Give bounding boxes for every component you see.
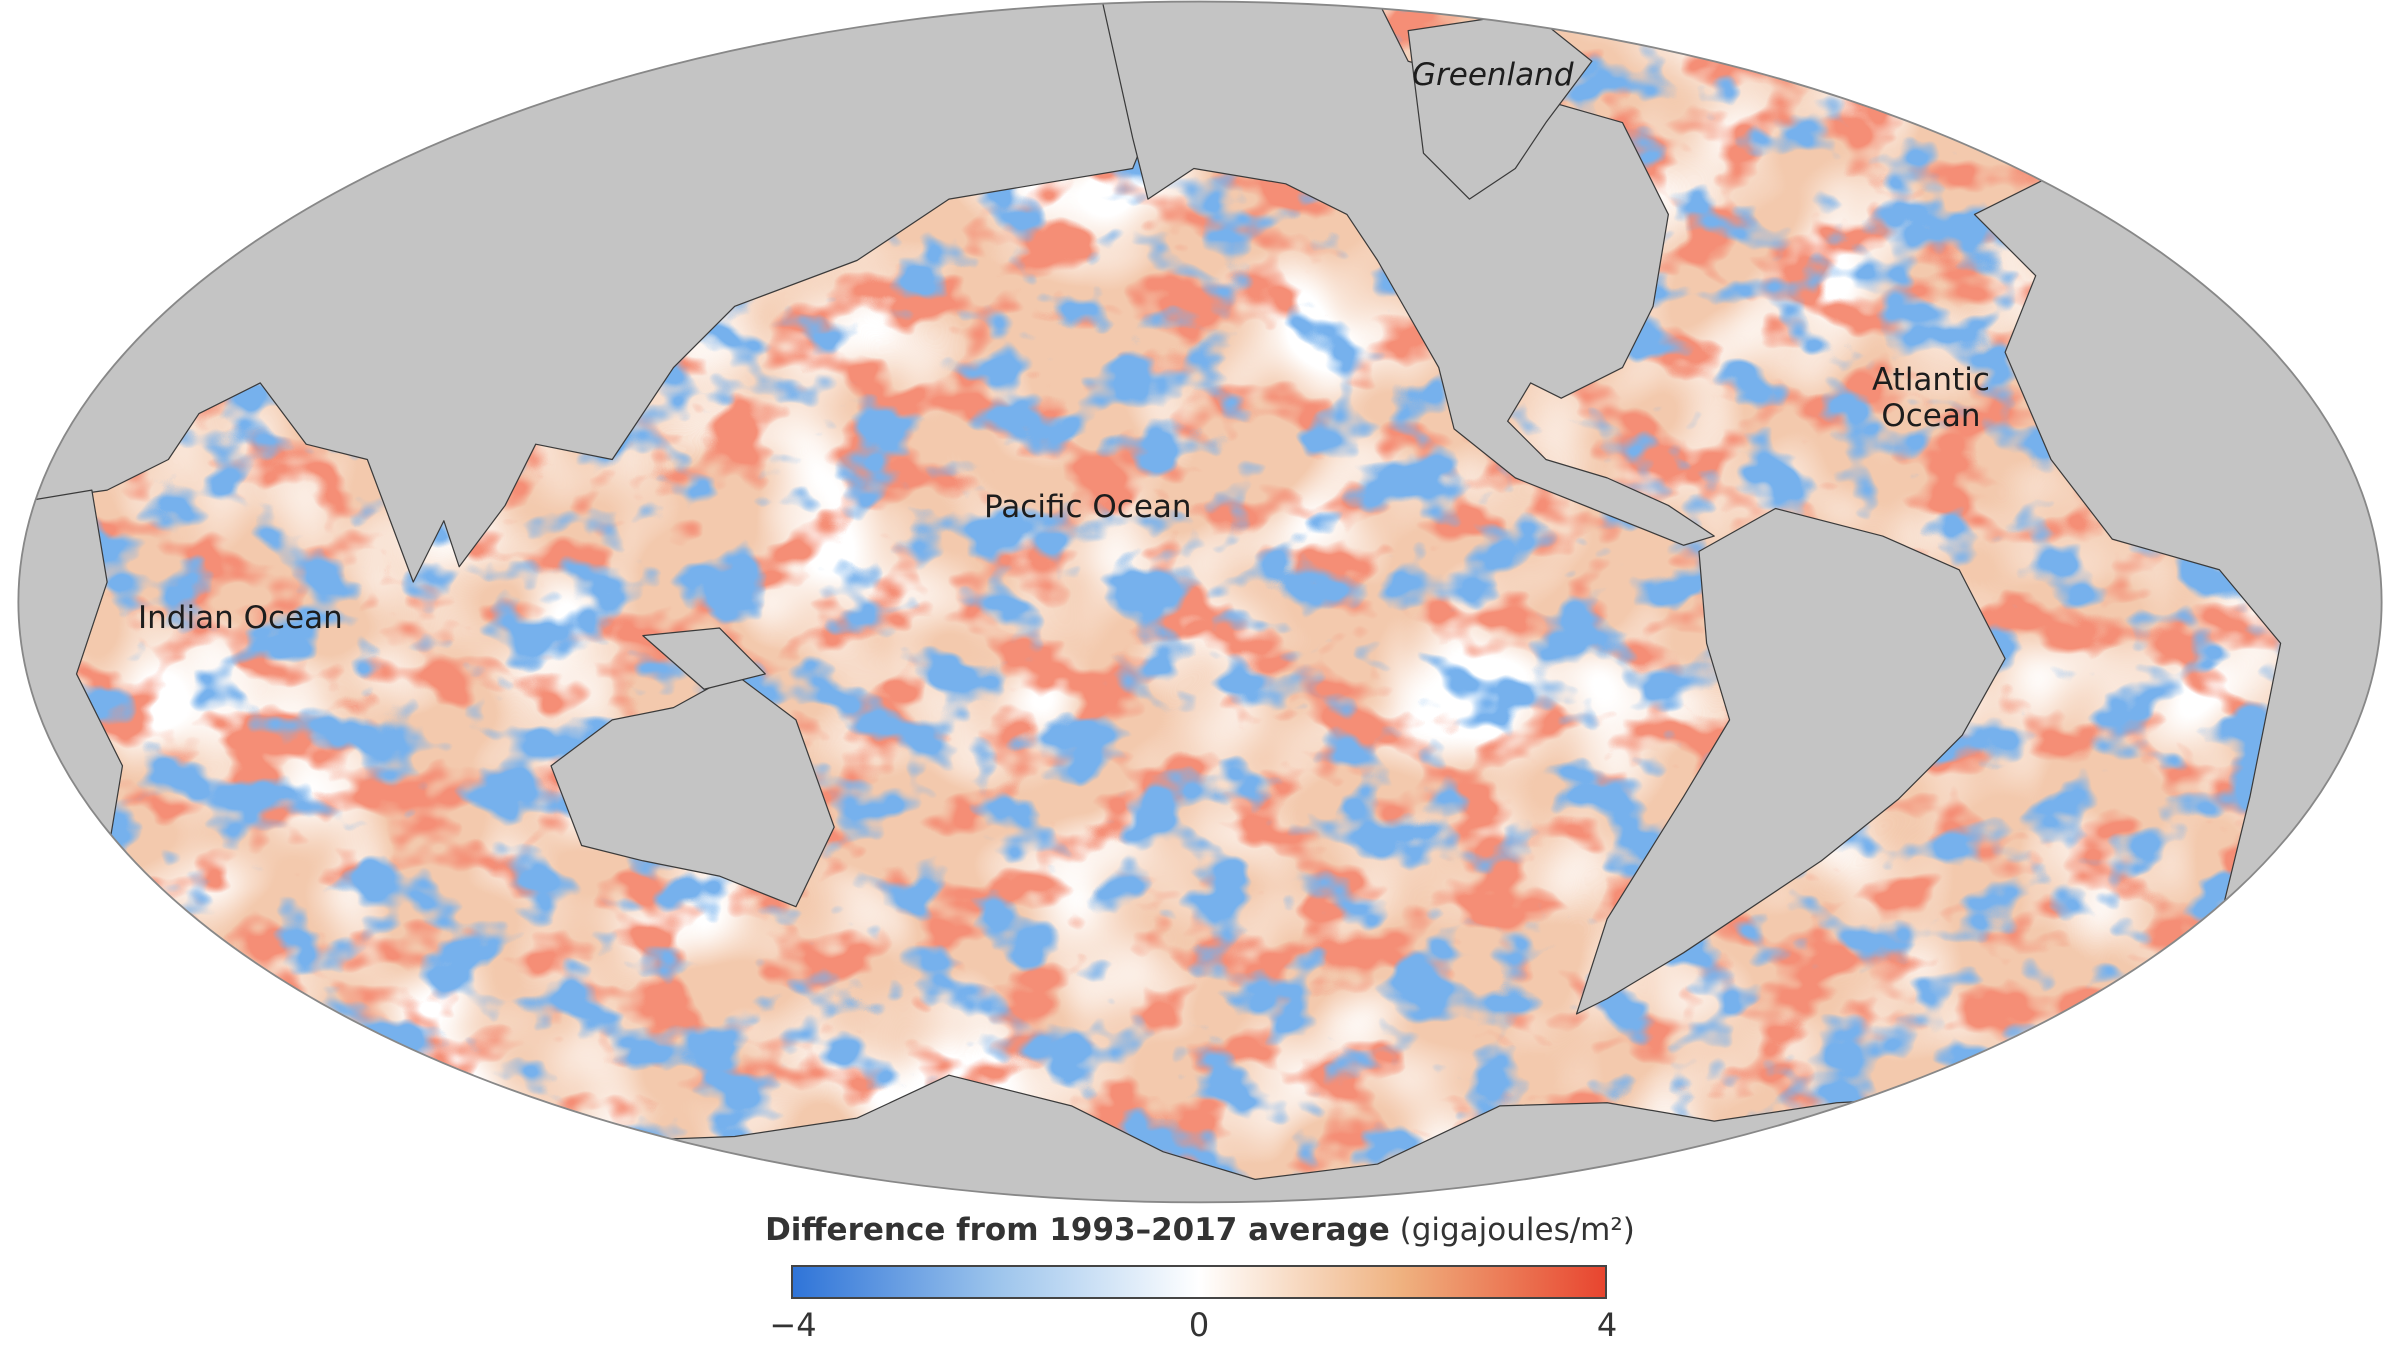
legend-tick-min: −4	[769, 1306, 817, 1344]
label-pacific-ocean: Pacific Ocean	[984, 489, 1192, 525]
label-atlantic-line2: Ocean	[1881, 398, 1981, 434]
land-south-america	[1575, 507, 2006, 1015]
legend-title: Difference from 1993–2017 average (gigaj…	[0, 1212, 2400, 1248]
land-north-america	[1101, 1, 1715, 546]
label-atlantic-line1: Atlantic	[1872, 362, 1990, 398]
legend-color-bar	[791, 1265, 1607, 1299]
globe-outline	[17, 0, 2383, 1204]
land-new-guinea	[642, 627, 766, 690]
label-indian-ocean: Indian Ocean	[138, 600, 343, 636]
ocean-heat-map	[17, 0, 2383, 1204]
land-australia	[550, 673, 835, 908]
legend-units: (gigajoules/m²)	[1399, 1212, 1635, 1248]
label-greenland: Greenland	[1412, 57, 1574, 93]
legend-title-main: Difference from 1993–2017 average	[765, 1212, 1390, 1248]
legend-tick-zero: 0	[1188, 1306, 1210, 1344]
legend-tick-max: 4	[1596, 1306, 1618, 1344]
label-atlantic-ocean: Atlantic Ocean	[1872, 362, 1990, 434]
